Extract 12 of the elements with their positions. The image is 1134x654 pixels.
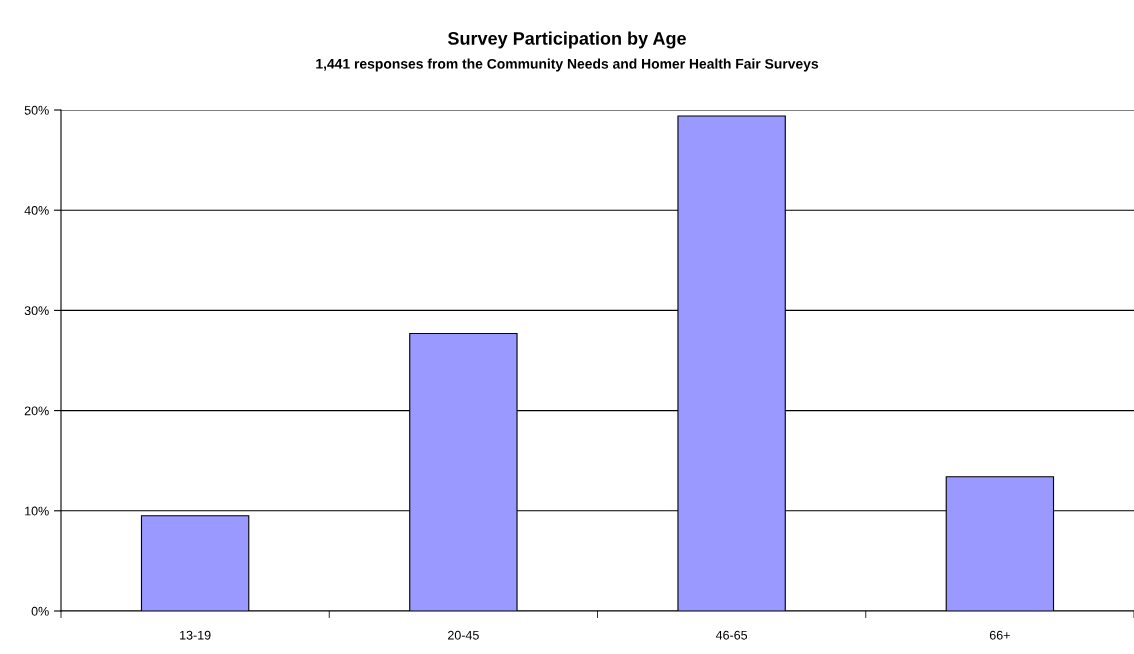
y-tick-label: 10%	[25, 506, 49, 516]
y-tick-label: 30%	[24, 306, 49, 316]
y-tick-label: 50%	[24, 105, 49, 115]
x-tick-label: 46-65	[715, 630, 748, 640]
chart-subtitle: 1,441 responses from the Community Needs and Homer Health Fair Surveys	[316, 58, 819, 72]
x-tick-label: 66+	[989, 630, 1010, 640]
x-tick-label: 13-19	[180, 630, 211, 640]
y-tick-label: 0%	[31, 606, 49, 616]
x-tick-label: 20-45	[448, 630, 479, 640]
chart-title: Survey Participation by Age	[447, 31, 686, 49]
y-tick-label: 20%	[24, 406, 49, 416]
y-tick-label: 40%	[24, 206, 49, 215]
